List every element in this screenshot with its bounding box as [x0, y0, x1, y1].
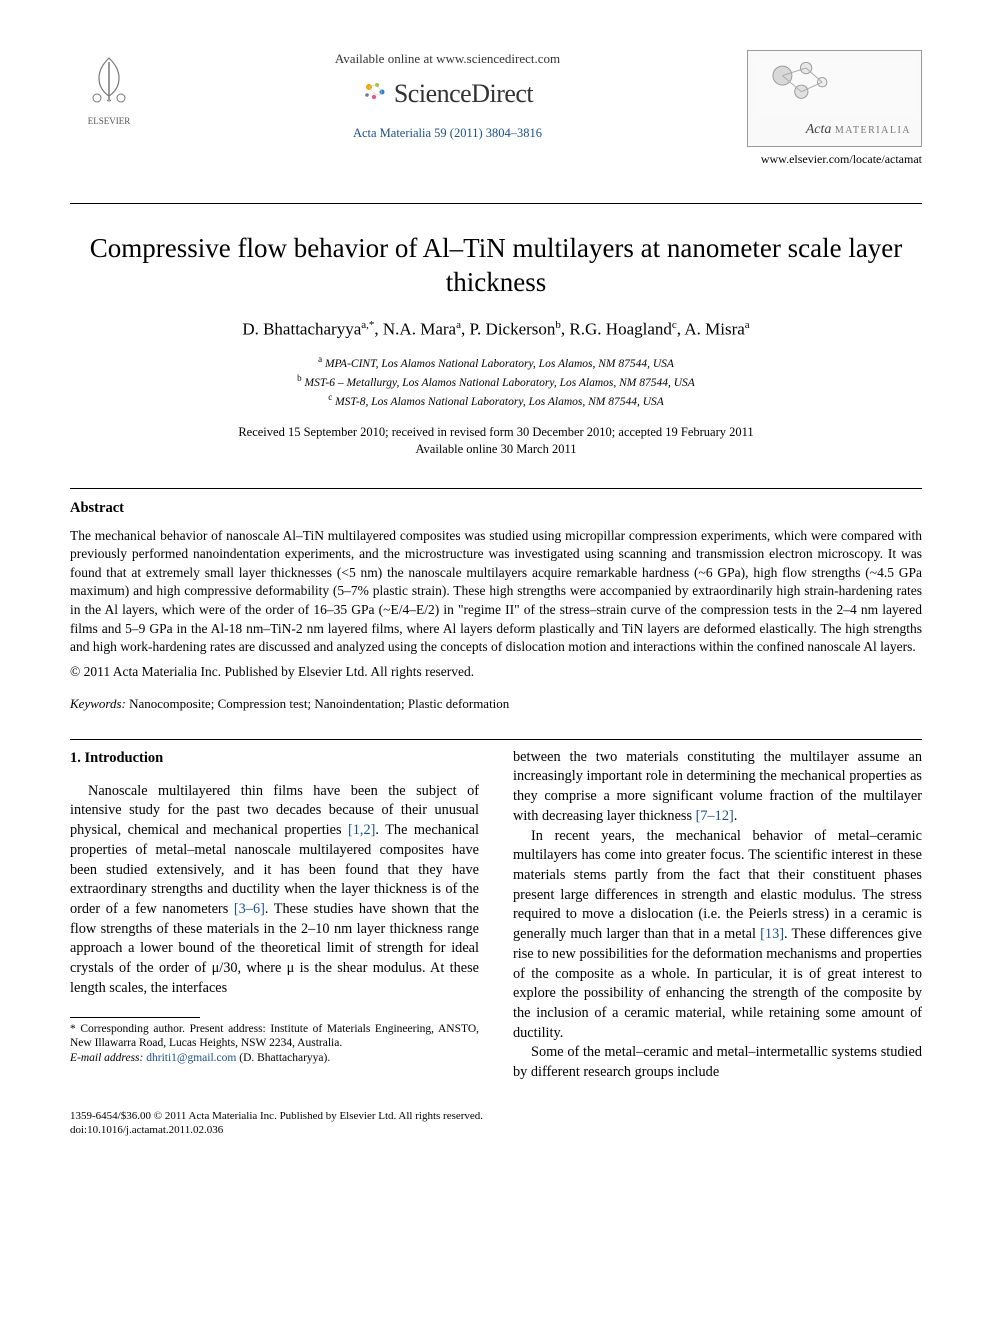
- footnote-rule: [70, 1017, 200, 1018]
- dates-line2: Available online 30 March 2011: [415, 442, 576, 456]
- elsevier-tree-icon: [79, 50, 139, 110]
- article-dates: Received 15 September 2010; received in …: [70, 424, 922, 458]
- author-1: D. Bhattacharyya: [242, 319, 361, 338]
- footnote-email[interactable]: dhriti1@gmail.com: [146, 1052, 236, 1064]
- abstract-rule-bottom: [70, 739, 922, 740]
- footer-copyright: 1359-6454/$36.00 © 2011 Acta Materialia …: [70, 1109, 922, 1138]
- affiliations: a MPA-CINT, Los Alamos National Laborato…: [70, 353, 922, 410]
- acta-caps: MATERIALIA: [835, 125, 911, 136]
- footer-doi: doi:10.1016/j.actamat.2011.02.036: [70, 1124, 223, 1136]
- left-column: 1. Introduction Nanoscale multilayered t…: [70, 748, 479, 1083]
- ref-13[interactable]: [13]: [760, 926, 784, 942]
- intro-p1: Nanoscale multilayered thin films have b…: [70, 782, 479, 999]
- acta-italic: Acta: [806, 122, 832, 137]
- header-row: ELSEVIER Available online at www.science…: [70, 50, 922, 197]
- intro-p3: In recent years, the mechanical behavior…: [513, 827, 922, 1044]
- footer-line1: 1359-6454/$36.00 © 2011 Acta Materialia …: [70, 1110, 483, 1122]
- ref-3-6[interactable]: [3–6]: [234, 901, 265, 917]
- acta-graphic-icon: [754, 57, 915, 115]
- sciencedirect-swirl-icon: [362, 80, 388, 106]
- body-columns: 1. Introduction Nanoscale multilayered t…: [70, 748, 922, 1083]
- abstract-rule-top: [70, 488, 922, 489]
- footnote-corr: * Corresponding author. Present address:…: [70, 1023, 479, 1050]
- sciencedirect-logo[interactable]: ScienceDirect: [158, 76, 737, 111]
- keywords-label: Keywords:: [70, 696, 126, 711]
- intro-heading: 1. Introduction: [70, 748, 479, 768]
- author-2: N.A. Mara: [383, 319, 456, 338]
- affiliation-a: MPA-CINT, Los Alamos National Laboratory…: [325, 358, 674, 370]
- article-title: Compressive flow behavior of Al–TiN mult…: [70, 232, 922, 300]
- authors-line: D. Bhattacharyyaa,*, N.A. Maraa, P. Dick…: [70, 318, 922, 342]
- sciencedirect-text: ScienceDirect: [394, 76, 533, 111]
- keywords-line: Keywords: Nanocomposite; Compression tes…: [70, 695, 922, 713]
- author-4: R.G. Hoagland: [569, 319, 671, 338]
- footnote-email-label: E-mail address:: [70, 1052, 143, 1064]
- affiliation-b: MST-6 – Metallurgy, Los Alamos National …: [305, 377, 695, 389]
- corresponding-footnote: * Corresponding author. Present address:…: [70, 1022, 479, 1067]
- acta-logo-box: Acta MATERIALIA: [747, 50, 922, 147]
- affiliation-c: MST-8, Los Alamos National Laboratory, L…: [335, 396, 664, 408]
- intro-p2: between the two materials constituting t…: [513, 748, 922, 827]
- right-column: between the two materials constituting t…: [513, 748, 922, 1083]
- acta-text: Acta MATERIALIA: [754, 121, 915, 140]
- elsevier-label: ELSEVIER: [70, 115, 148, 127]
- intro-p4: Some of the metal–ceramic and metal–inte…: [513, 1043, 922, 1082]
- author-3: P. Dickerson: [469, 319, 555, 338]
- ref-7-12[interactable]: [7–12]: [696, 808, 734, 824]
- locate-link[interactable]: www.elsevier.com/locate/actamat: [747, 151, 922, 167]
- author-5: A. Misra: [684, 319, 744, 338]
- footnote-email-name: (D. Bhattacharyya).: [236, 1052, 330, 1064]
- center-header: Available online at www.sciencedirect.co…: [148, 50, 747, 142]
- abstract-text: The mechanical behavior of nanoscale Al–…: [70, 527, 922, 657]
- keywords-text: Nanocomposite; Compression test; Nanoind…: [126, 696, 509, 711]
- abstract-heading: Abstract: [70, 499, 922, 519]
- acta-logo-container: Acta MATERIALIA www.elsevier.com/locate/…: [747, 50, 922, 197]
- dates-line1: Received 15 September 2010; received in …: [238, 425, 753, 439]
- abstract-copyright: © 2011 Acta Materialia Inc. Published by…: [70, 663, 922, 681]
- available-online-text: Available online at www.sciencedirect.co…: [158, 50, 737, 68]
- journal-reference: Acta Materialia 59 (2011) 3804–3816: [158, 125, 737, 142]
- elsevier-logo: ELSEVIER: [70, 50, 148, 127]
- header-rule: [70, 203, 922, 204]
- ref-1-2[interactable]: [1,2]: [348, 822, 375, 838]
